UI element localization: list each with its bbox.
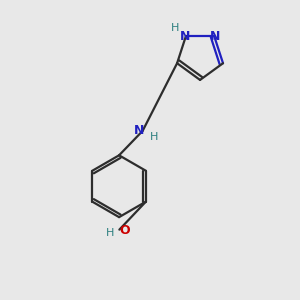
Text: H: H xyxy=(106,228,114,238)
Text: H: H xyxy=(170,23,179,33)
Text: O: O xyxy=(119,224,130,237)
Text: N: N xyxy=(210,30,220,43)
Text: N: N xyxy=(134,124,144,137)
Text: N: N xyxy=(180,30,190,43)
Text: H: H xyxy=(150,132,158,142)
